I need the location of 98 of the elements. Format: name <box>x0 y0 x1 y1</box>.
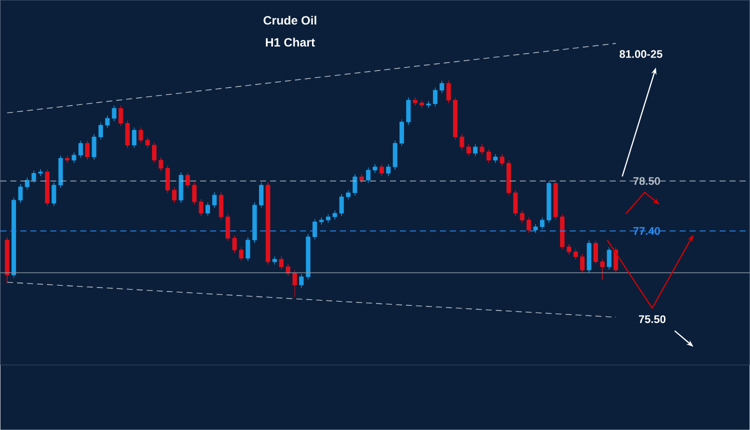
candlestick <box>420 100 424 108</box>
candlestick <box>138 127 144 144</box>
candlestick <box>412 97 418 106</box>
candlestick <box>372 164 378 174</box>
candlestick <box>44 169 50 206</box>
candlestick <box>92 134 96 160</box>
candlestick <box>299 274 304 288</box>
candlestick <box>566 244 572 255</box>
candlestick <box>513 190 518 216</box>
candlestick <box>546 180 552 224</box>
candlestick <box>212 192 217 208</box>
candlestick <box>386 164 391 176</box>
candlestick <box>339 194 344 216</box>
candlestick <box>392 140 398 170</box>
candlestick <box>460 134 464 150</box>
candlestick <box>366 167 371 184</box>
candlestick <box>600 258 605 280</box>
candlestick <box>178 172 184 204</box>
candlestick <box>540 217 544 230</box>
y-tick-label: 78.50 <box>633 177 660 185</box>
candlestick <box>112 105 116 122</box>
candlestick <box>226 214 230 242</box>
candlestick <box>78 140 83 158</box>
candlestick <box>72 152 76 164</box>
candlestick <box>85 140 90 160</box>
candlestick <box>400 119 404 146</box>
candlestick <box>65 155 70 164</box>
candlestick <box>359 174 364 184</box>
candlestick <box>12 197 16 278</box>
candlestick <box>292 270 297 298</box>
text: 75.50 <box>638 315 666 324</box>
candlestick <box>614 247 618 274</box>
candlestick <box>24 177 30 190</box>
candlestick <box>266 182 270 265</box>
candlestick <box>473 144 478 156</box>
candlestick <box>480 144 484 155</box>
candlestick <box>4 237 10 284</box>
candlestick <box>192 182 197 205</box>
candlestick <box>252 202 257 244</box>
candlestick <box>165 165 170 194</box>
y-tick-label: 77.40 <box>633 227 660 235</box>
candlestick <box>158 157 164 172</box>
candlestick <box>319 217 324 225</box>
candlestick <box>198 198 204 216</box>
candlestick <box>573 248 578 260</box>
candlestick <box>606 247 612 270</box>
text: Crude Oil <box>264 16 316 25</box>
candlestick <box>132 127 136 148</box>
candlestick <box>246 237 250 262</box>
candlestick <box>440 80 444 94</box>
candlestick <box>593 240 598 265</box>
candlestick <box>218 192 224 220</box>
candlestick <box>500 154 504 166</box>
candlestick <box>272 256 277 265</box>
candlestick <box>279 256 284 270</box>
candlestick <box>152 142 157 164</box>
text: 81.00-25 <box>620 50 662 58</box>
candlestick <box>406 97 411 126</box>
candlestick <box>105 115 110 128</box>
candlestick <box>379 164 384 176</box>
candlestick <box>486 149 491 164</box>
candlestick <box>238 247 244 262</box>
candlestick <box>326 214 330 224</box>
candlestick <box>58 155 63 188</box>
candlestick <box>98 122 104 140</box>
candlestick <box>446 80 451 104</box>
candlestick <box>453 97 458 140</box>
candlestick <box>306 234 310 280</box>
text: H1 Chart <box>266 38 315 47</box>
candlestick <box>586 240 592 274</box>
candlestick <box>125 120 130 148</box>
candlestick <box>432 87 438 107</box>
candlestick <box>493 154 498 164</box>
candlestick <box>172 187 177 204</box>
candlestick <box>560 214 565 250</box>
candlestick <box>38 169 43 176</box>
candlestick <box>52 182 56 206</box>
candlestick <box>466 144 471 156</box>
candlestick <box>580 254 585 274</box>
candlestick <box>185 172 190 188</box>
candlestick <box>145 137 150 148</box>
candlestick <box>520 210 524 224</box>
candlestick <box>206 202 210 216</box>
candlestick <box>553 182 558 220</box>
candlestick <box>286 264 290 276</box>
candlestick <box>426 100 431 108</box>
candlestick <box>118 105 124 126</box>
candlestick <box>332 210 338 220</box>
candlestick <box>506 160 512 196</box>
candlestick <box>32 170 36 184</box>
candlestick <box>352 174 358 196</box>
candlestick <box>526 217 532 234</box>
candlestick <box>312 218 318 240</box>
candlestick <box>533 224 538 234</box>
candlestick <box>346 190 351 200</box>
candlestick <box>259 182 264 208</box>
candlestick <box>18 184 23 204</box>
candlestick <box>232 235 237 254</box>
